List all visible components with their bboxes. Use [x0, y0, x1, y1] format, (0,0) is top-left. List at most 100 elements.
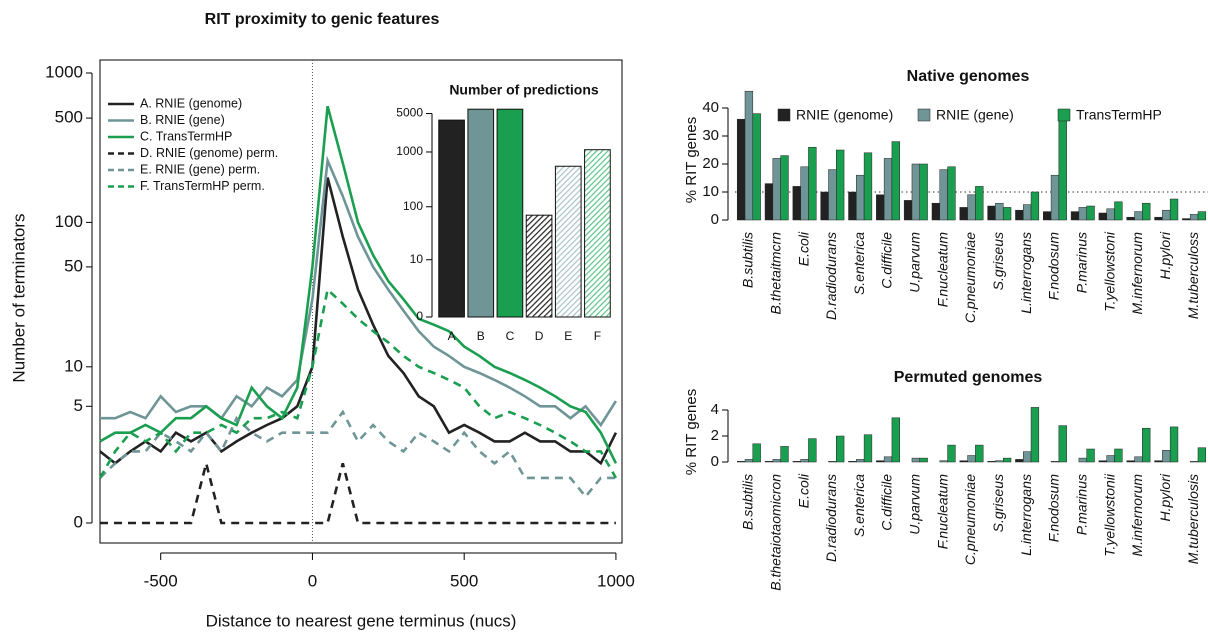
x-tick-label: E.coli [795, 231, 811, 266]
bar [939, 460, 948, 463]
bar [1189, 214, 1199, 221]
chart-title: Native genomes [907, 68, 1030, 85]
bar [764, 461, 774, 463]
bar [1015, 459, 1024, 463]
legend-swatch [917, 108, 931, 122]
bar [792, 461, 801, 463]
x-tick-label: -500 [144, 571, 178, 590]
x-tick-label: F.nodosum [1046, 474, 1062, 543]
y-tick-label: 0 [416, 309, 423, 323]
bar [939, 169, 948, 221]
inset-title: Number of predictions [449, 82, 599, 98]
bar [780, 446, 789, 463]
bar [1126, 460, 1135, 463]
bar [1050, 461, 1060, 463]
x-tick-label: F.nucleatum [934, 474, 950, 550]
series-line [100, 155, 617, 428]
bar [1142, 427, 1151, 463]
bar [836, 435, 845, 463]
bar [1002, 207, 1012, 221]
x-tick-label: P.marinus [1073, 474, 1089, 535]
x-tick-label: D.radiodurans [823, 474, 839, 562]
bar [467, 108, 495, 318]
y-tick-label: 2 [711, 427, 719, 444]
x-tick-label: E.coli [795, 473, 811, 508]
bar [1030, 407, 1040, 463]
bar [911, 163, 920, 221]
y-tick-label: 40 [702, 99, 719, 116]
bar [736, 118, 746, 221]
bar [848, 461, 857, 463]
x-tick-label: B.subtilis [740, 232, 756, 288]
x-tick-label: B.subtilis [740, 474, 756, 530]
x-tick-label: H.pylori [1157, 473, 1173, 521]
bar [1023, 204, 1032, 221]
series-line [99, 409, 616, 499]
y-tick-label: 0 [74, 512, 83, 531]
bar [947, 166, 956, 221]
bar [584, 149, 611, 318]
bar [863, 434, 873, 463]
bar [752, 113, 761, 221]
bar [792, 186, 801, 221]
x-tick-label: C [506, 329, 515, 343]
bar [1169, 198, 1179, 221]
series-line [99, 105, 618, 464]
x-tick-label: C.pneumoniae [962, 232, 978, 323]
bar [744, 459, 754, 463]
bar [1142, 202, 1151, 221]
x-tick-label: D.radiodurans [823, 232, 839, 320]
bar [1197, 447, 1207, 463]
y-axis-label: Number of terminators [9, 213, 28, 382]
x-tick-label: F [594, 329, 601, 343]
bar [995, 202, 1004, 221]
bar [1182, 218, 1191, 221]
bar [856, 459, 865, 463]
legend-label: RNIE (genome) [796, 107, 893, 123]
series-line [100, 462, 616, 525]
bar [1043, 211, 1052, 221]
legend-label: TransTermHP [1076, 107, 1162, 123]
bar [883, 158, 893, 221]
bar [1162, 450, 1171, 463]
bar [1098, 212, 1107, 221]
chart-title: Permuted genomes [894, 369, 1043, 386]
x-tick-label: M.tuberculosis [1185, 474, 1201, 564]
bar [1015, 209, 1024, 221]
bar [1086, 448, 1095, 463]
legend-swatch [1057, 108, 1071, 122]
bar [1078, 457, 1087, 463]
bar [1134, 211, 1143, 221]
x-tick-label: M.tuberculoss [1185, 232, 1201, 319]
bar [772, 459, 781, 463]
bar [808, 438, 817, 463]
bar [1154, 216, 1163, 221]
plot-frame [99, 59, 623, 544]
bar [1002, 457, 1012, 463]
x-tick-label: D [535, 329, 544, 343]
bar [959, 460, 968, 463]
bar [856, 174, 865, 221]
legend-label: RNIE (gene) [936, 107, 1014, 123]
y-tick-label: 5 [74, 396, 83, 415]
bar [903, 200, 913, 221]
y-axis-label: % RIT genes [683, 117, 700, 203]
bar [764, 183, 774, 221]
bar [1058, 425, 1067, 463]
bar [808, 146, 817, 221]
bar [975, 186, 984, 221]
bar [1106, 455, 1115, 463]
legend-label: E. RNIE (gene) perm. [140, 162, 260, 176]
x-tick-label: E [564, 329, 572, 343]
bar [863, 152, 873, 221]
bar [1050, 174, 1060, 221]
bar [848, 191, 857, 221]
x-tick-label: B [477, 329, 485, 343]
legend-label: A. RNIE (genome) [140, 96, 242, 110]
x-tick-label: S.griseus [990, 232, 1006, 290]
y-tick-label: 1000 [396, 144, 423, 158]
legend-label: B. RNIE (gene) [140, 113, 225, 127]
bar [975, 444, 984, 463]
x-tick-label: L.interrogans [1018, 474, 1034, 556]
